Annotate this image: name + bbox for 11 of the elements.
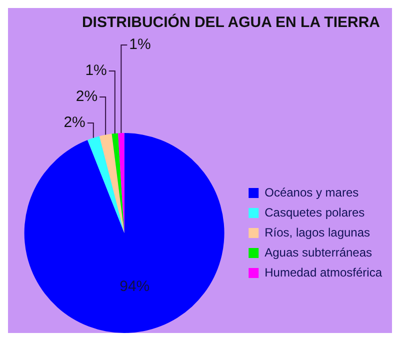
data-label: 1% — [85, 62, 107, 80]
legend-label: Casquetes polares — [264, 205, 365, 220]
legend-label: Océanos y mares — [264, 185, 359, 200]
data-label: 2% — [76, 88, 98, 106]
data-label: 2% — [64, 114, 86, 132]
legend-label: Ríos, lagos lagunas — [264, 225, 370, 240]
legend-label: Humedad atmosférica — [264, 265, 382, 280]
data-label: 1% — [129, 36, 151, 54]
chart-title: DISTRIBUCIÓN DEL AGUA EN LA TIERRA — [80, 12, 381, 33]
legend-label: Aguas subterráneas — [264, 245, 372, 260]
data-label: 94% — [120, 278, 150, 296]
